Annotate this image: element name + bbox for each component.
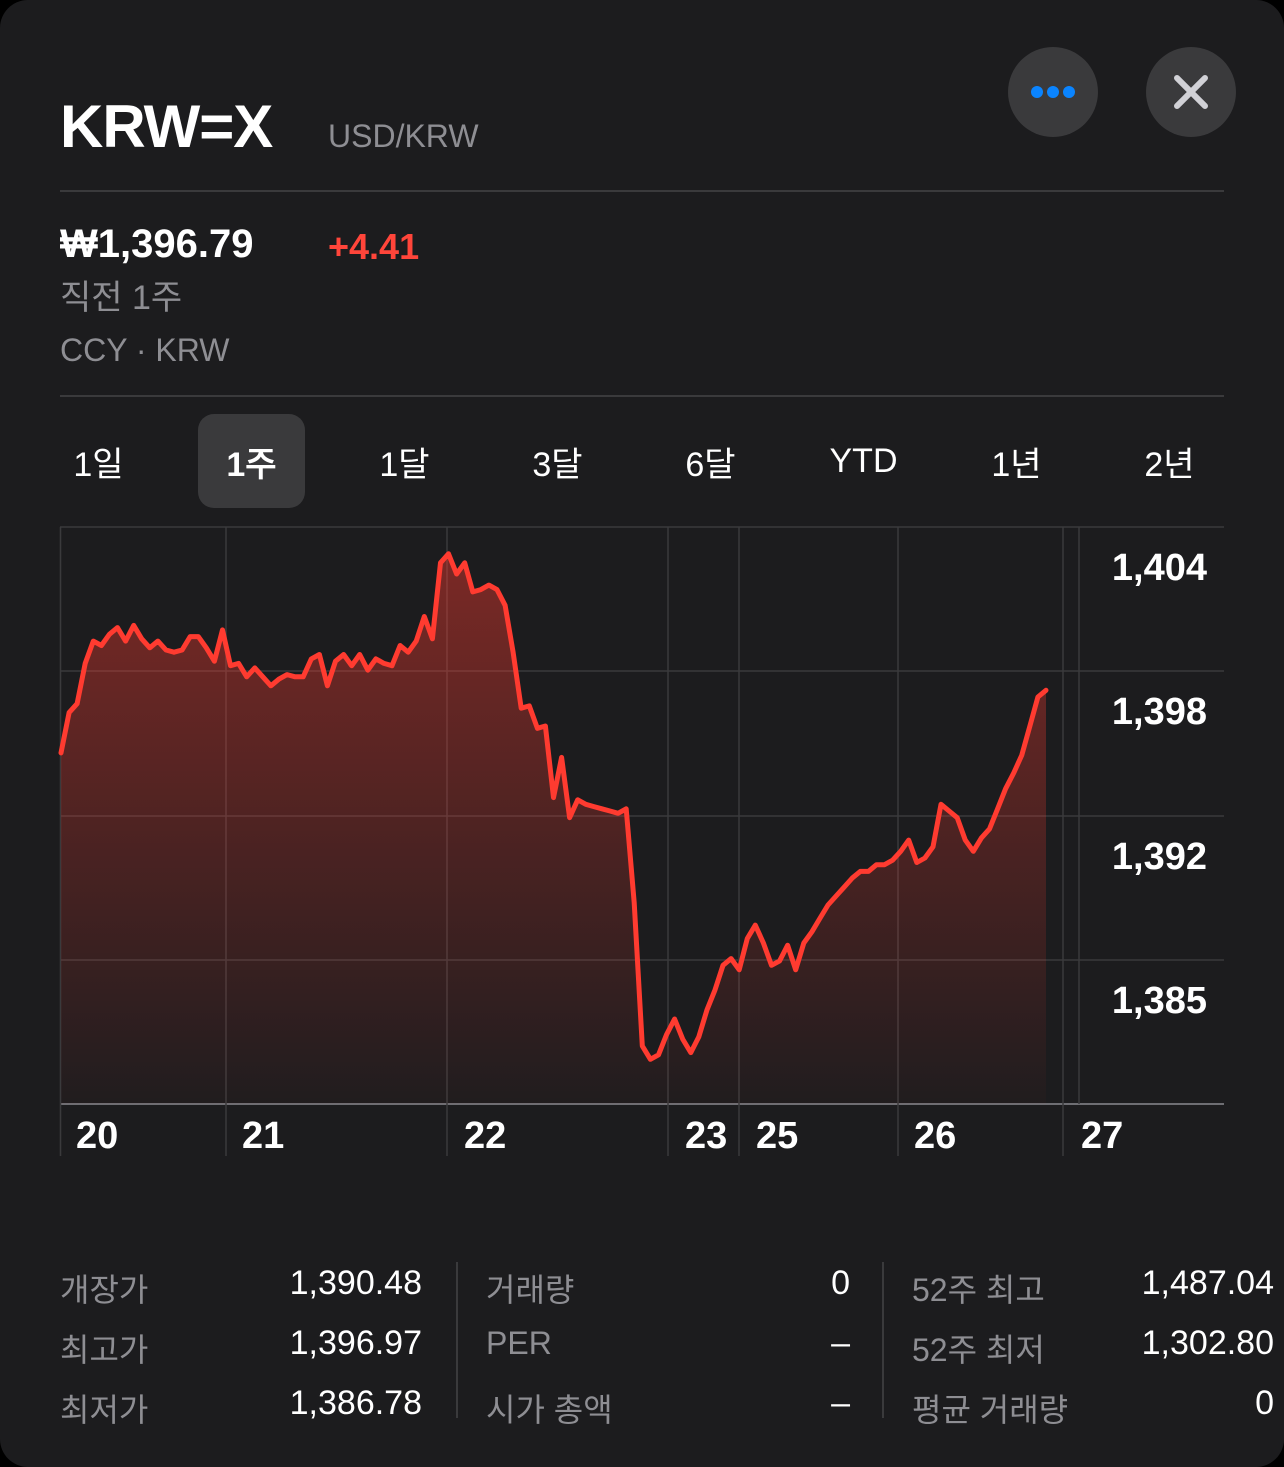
y-tick-label: 1,404 [1112,547,1207,589]
stat-open-value: 1,390.48 [289,1264,422,1302]
x-tick-label: 22 [464,1115,506,1157]
stat-52w-low-value: 1,302.80 [1141,1324,1274,1362]
range-tab-1m[interactable]: 1달 [379,445,430,484]
stat-per-value: – [831,1324,850,1362]
stat-high-value: 1,396.97 [289,1324,422,1362]
price-change: +4.41 [328,226,420,267]
stat-per-label: PER [486,1325,552,1361]
stat-marketcap-value: – [831,1384,850,1422]
range-tab-1y[interactable]: 1년 [991,445,1042,484]
x-tick-label: 20 [76,1115,118,1157]
header-divider [60,190,1224,192]
stat-low-value: 1,386.78 [289,1384,422,1422]
range-tab-6m[interactable]: 6달 [685,445,736,484]
stat-volume-label: 거래량 [486,1272,575,1308]
ticker-symbol: KRW=X [60,93,273,160]
stat-volume-value: 0 [831,1264,850,1302]
more-button[interactable] [1008,47,1098,137]
stat-avg-volume-label: 평균 거래량 [912,1392,1069,1428]
y-tick-label: 1,398 [1112,691,1207,733]
close-icon [1174,75,1208,109]
quote-divider [60,395,1224,397]
ellipsis-icon [1031,86,1075,98]
range-tab-3m[interactable]: 3달 [532,445,583,484]
price-line [58,551,1049,1062]
stats-separator [456,1262,458,1418]
range-tab-2y[interactable]: 2년 [1144,445,1195,484]
stat-marketcap-label: 시가 총액 [486,1392,613,1428]
stats-separator [882,1262,884,1418]
price-chart[interactable]: 1,404 1,398 1,392 1,385 20 21 22 23 25 2… [0,520,1284,1180]
range-tab-1d[interactable]: 1일 [73,445,124,484]
stat-open-label: 개장가 [60,1272,149,1308]
range-tab-ytd[interactable]: YTD [829,441,898,480]
range-tab-1w[interactable]: 1주 [198,414,305,508]
x-tick-label: 26 [914,1115,956,1157]
x-tick-label: 25 [756,1115,798,1157]
y-tick-label: 1,392 [1112,836,1207,878]
stat-low-label: 최저가 [60,1392,149,1428]
change-period: 직전 1주 [60,279,183,317]
x-tick-label: 21 [242,1115,284,1157]
x-tick-label: 27 [1081,1115,1123,1157]
y-tick-label: 1,385 [1112,980,1207,1022]
x-tick-label: 23 [685,1115,727,1157]
stat-52w-high-label: 52주 최고 [912,1272,1045,1308]
current-price: ₩1,396.79 [60,222,254,266]
stat-52w-low-label: 52주 최저 [912,1332,1045,1368]
ticker-name: USD/KRW [328,118,479,154]
close-button[interactable] [1146,47,1236,137]
exchange-label: CCY · KRW [60,332,230,368]
stat-52w-high-value: 1,487.04 [1141,1264,1274,1302]
stat-avg-volume-value: 0 [1255,1384,1274,1422]
stat-high-label: 최고가 [60,1332,149,1368]
price-area [61,553,1046,1104]
